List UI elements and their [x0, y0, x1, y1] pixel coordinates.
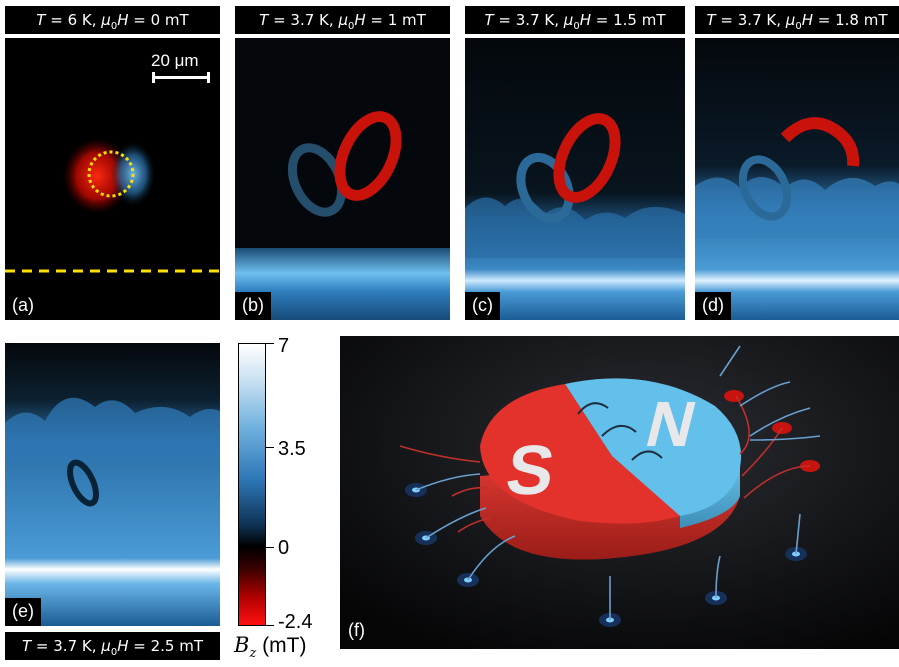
panel-c: (c)	[465, 38, 685, 320]
colorbar-title: Bz (mT)	[234, 633, 307, 662]
colorbar-tick	[266, 447, 274, 448]
panel-d-label: (d)	[695, 292, 731, 320]
panel-a-image	[5, 38, 220, 320]
panel-a-label: (a)	[5, 292, 41, 320]
magnet-illustration: S N	[340, 336, 899, 649]
blue-ring	[738, 155, 792, 221]
blue-ring	[516, 153, 574, 223]
colorbar-tick-label-mid: 3.5	[278, 438, 306, 460]
panel-f: S N	[340, 336, 899, 649]
south-half	[480, 384, 680, 524]
colorbar	[238, 343, 266, 626]
colorbar-tick	[266, 547, 274, 548]
scale-bar	[152, 72, 210, 83]
red-ring	[553, 113, 621, 203]
dotted-circle-marker	[87, 150, 135, 198]
panel-c-label: (c)	[465, 292, 500, 320]
panel-c-header: T = 3.7 K, μ0H = 1.5 mT	[465, 6, 685, 34]
panel-d-header: T = 3.7 K, μ0H = 1.8 mT	[695, 6, 899, 34]
red-vortices	[724, 390, 820, 472]
panel-b-image	[235, 38, 450, 320]
panel-b-header: T = 3.7 K, μ0H = 1 mT	[235, 6, 450, 34]
red-ring	[334, 111, 402, 201]
panel-e-label: (e)	[5, 598, 41, 626]
panel-a: 20 μm (a)	[5, 38, 220, 320]
colorbar-tick	[266, 343, 274, 344]
panel-f-label: (f)	[348, 620, 365, 640]
panel-e-image	[5, 343, 220, 626]
panel-d: (d)	[695, 38, 899, 320]
scale-bar-label: 20 μm	[151, 51, 199, 70]
panel-e: (e)	[5, 343, 220, 626]
panel-a-header: T = 6 K, μ0H = 0 mT	[5, 6, 220, 34]
panel-b-label: (b)	[235, 292, 271, 320]
dark-ring	[67, 459, 99, 507]
red-arc	[780, 117, 860, 167]
panel-d-image	[695, 38, 899, 320]
panel-c-image	[465, 38, 685, 320]
south-pole-letter: S	[502, 430, 560, 509]
panel-e-header: T = 3.7 K, μ0H = 2.5 mT	[5, 632, 220, 660]
colorbar-tick-label-zero: 0	[278, 537, 290, 559]
panel-b: (b)	[235, 38, 450, 320]
colorbar-tick	[266, 625, 274, 626]
colorbar-tick-label-max: 7	[278, 335, 290, 357]
colorbar-tick-label-min: -2.4	[278, 611, 313, 633]
north-half	[565, 378, 742, 516]
